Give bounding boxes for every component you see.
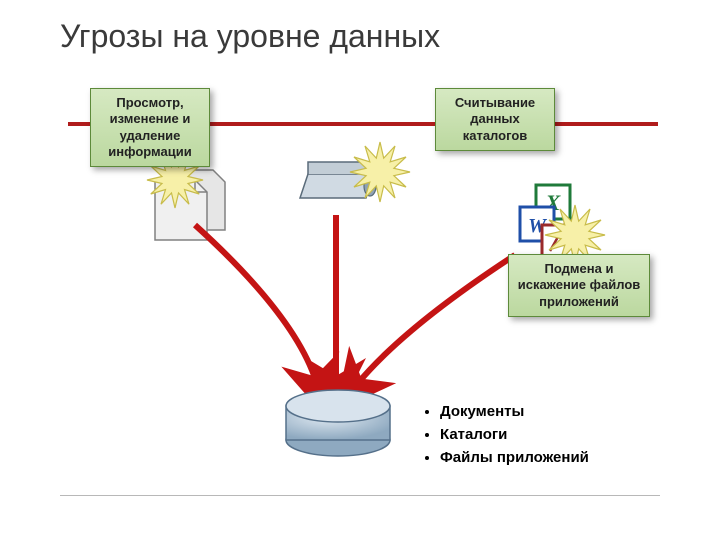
list-item: Каталоги bbox=[440, 426, 589, 443]
arrows bbox=[195, 215, 515, 388]
list-item: Документы bbox=[440, 403, 589, 420]
threat-arrow bbox=[195, 225, 318, 388]
threat-arrow bbox=[354, 255, 515, 388]
threat-box-view-edit-delete: Просмотр, изменение и удаление информаци… bbox=[90, 88, 210, 167]
threat-label: Считывание данных каталогов bbox=[455, 95, 535, 143]
database-icon bbox=[286, 390, 390, 456]
threat-box-spoof-app-files: Подмена и искажение файлов приложений bbox=[508, 254, 650, 317]
list-item: Файлы приложений bbox=[440, 449, 589, 466]
target-list: Документы Каталоги Файлы приложений bbox=[400, 403, 589, 472]
threat-label: Просмотр, изменение и удаление информаци… bbox=[108, 95, 191, 159]
threat-box-read-catalogs: Считывание данных каталогов bbox=[435, 88, 555, 151]
threat-label: Подмена и искажение файлов приложений bbox=[518, 261, 641, 309]
